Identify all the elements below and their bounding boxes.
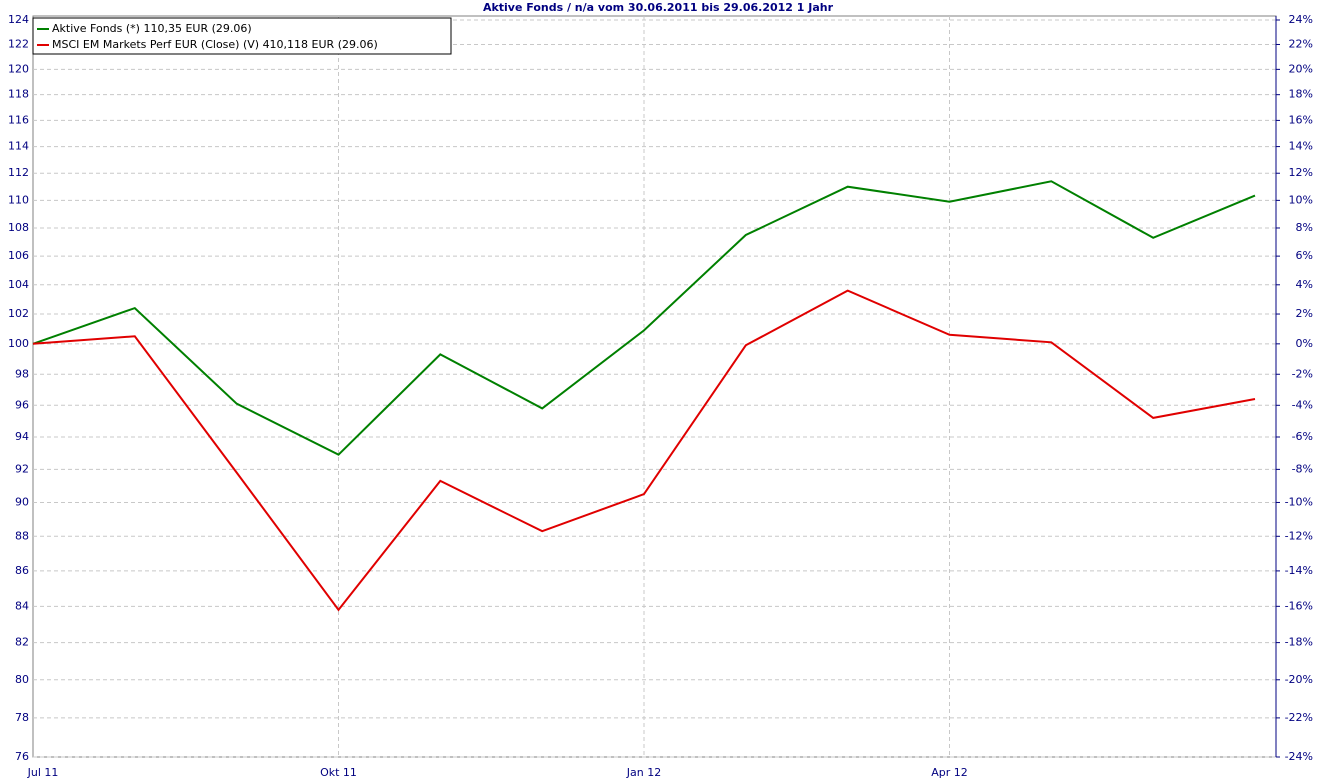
series-line <box>32 289 1256 612</box>
y-tick-label: 104 <box>8 278 29 291</box>
y-tick-label: 110 <box>8 193 29 206</box>
y2-tick-label: 12% <box>1289 166 1313 179</box>
y-tick-label: 122 <box>8 37 29 50</box>
y-tick-label: 84 <box>15 599 29 612</box>
y-tick-label: 114 <box>8 140 29 153</box>
y-tick-label: 88 <box>15 529 29 542</box>
y2-tick-label: 14% <box>1289 140 1313 153</box>
y-tick-label: 106 <box>8 249 29 262</box>
y2-tick-label: 16% <box>1289 113 1313 126</box>
y-tick-label: 80 <box>15 673 29 686</box>
y2-tick-label: 6% <box>1296 249 1313 262</box>
y2-tick-label: -22% <box>1285 711 1313 724</box>
y-tick-label: 92 <box>15 462 29 475</box>
y2-tick-label: -16% <box>1285 599 1313 612</box>
y2-tick-label: 4% <box>1296 278 1313 291</box>
y-tick-label: 78 <box>15 711 29 724</box>
y2-tick-label: 2% <box>1296 307 1313 320</box>
y-tick-label: 96 <box>15 398 29 411</box>
y2-tick-label: -4% <box>1292 398 1313 411</box>
y-tick-label: 90 <box>15 495 29 508</box>
y-tick-label: 102 <box>8 307 29 320</box>
y2-tick-label: 24% <box>1289 13 1313 26</box>
x-tick-label: Okt 11 <box>320 766 357 779</box>
x-tick-label: Jan 12 <box>626 766 661 779</box>
x-tick-label: Jul 11 <box>27 766 59 779</box>
legend-label: MSCI EM Markets Perf EUR (Close) (V) 410… <box>52 38 378 51</box>
y2-tick-label: 18% <box>1289 88 1313 101</box>
legend: Aktive Fonds (*) 110,35 EUR (29.06) MSCI … <box>32 17 452 55</box>
y2-tick-label: 10% <box>1289 193 1313 206</box>
y-tick-label: 76 <box>15 750 29 763</box>
y2-tick-label: 22% <box>1289 37 1313 50</box>
chart-title: Aktive Fonds / n/a vom 30.06.2011 bis 29… <box>483 1 834 14</box>
y-tick-label: 100 <box>8 337 29 350</box>
y-tick-label: 94 <box>15 430 29 443</box>
y-tick-label: 118 <box>8 88 29 101</box>
y2-tick-label: -2% <box>1292 367 1313 380</box>
y2-tick-label: -10% <box>1285 495 1313 508</box>
y-tick-label: 82 <box>15 636 29 649</box>
y2-tick-label: -6% <box>1292 430 1313 443</box>
x-tick-label: Apr 12 <box>931 766 968 779</box>
y2-tick-label: 0% <box>1296 337 1313 350</box>
y2-tick-label: -8% <box>1292 462 1313 475</box>
y2-tick-label: -14% <box>1285 564 1313 577</box>
y-tick-label: 112 <box>8 166 29 179</box>
legend-label: Aktive Fonds (*) 110,35 EUR (29.06) <box>52 22 252 35</box>
y2-tick-label: -12% <box>1285 529 1313 542</box>
y-tick-label: 86 <box>15 564 29 577</box>
y-tick-label: 116 <box>8 113 29 126</box>
y-tick-label: 124 <box>8 13 29 26</box>
y-tick-label: 120 <box>8 62 29 75</box>
y-tick-label: 98 <box>15 367 29 380</box>
y-tick-label: 108 <box>8 221 29 234</box>
y2-tick-label: -18% <box>1285 636 1313 649</box>
y2-tick-label: 8% <box>1296 221 1313 234</box>
y2-tick-label: 20% <box>1289 62 1313 75</box>
series-line <box>32 180 1256 456</box>
y2-tick-label: -20% <box>1285 673 1313 686</box>
legend-box <box>32 17 452 55</box>
y2-tick-label: -24% <box>1285 750 1313 763</box>
